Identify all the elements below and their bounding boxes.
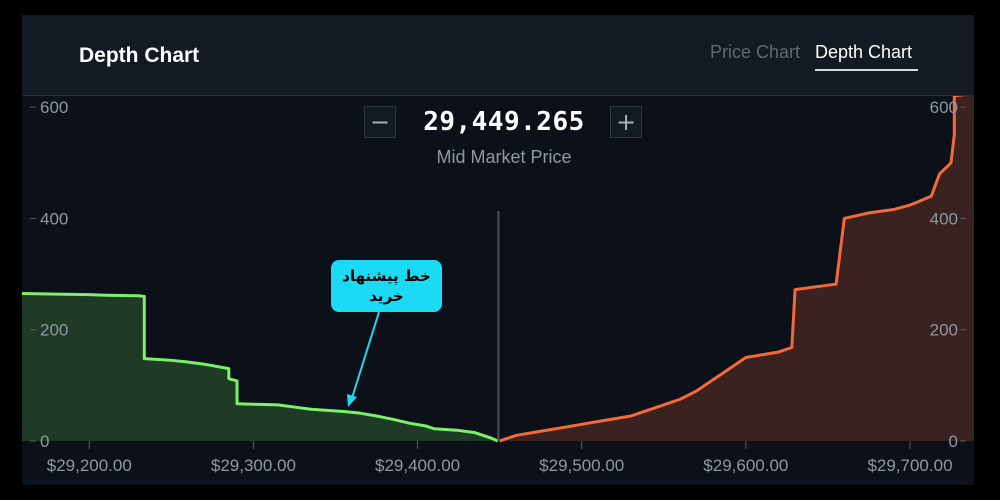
- x-tick-label-29400: $29,400.00: [375, 456, 460, 475]
- callout-arrow-head: [347, 394, 357, 407]
- y-tick-label-left-400: 400: [40, 209, 68, 228]
- x-tick-label-29700: $29,700.00: [867, 456, 952, 475]
- mid-market-price: 29,449.265: [423, 107, 585, 137]
- y-tick-label-right-400: 400: [930, 209, 958, 228]
- bid-line-callout: خط پیشنهاد خرید: [331, 260, 442, 312]
- mid-market-box: 29,449.265 − + Mid Market Price: [362, 105, 646, 175]
- x-tick-label-29200: $29,200.00: [47, 456, 132, 475]
- y-tick-label-left-200: 200: [40, 321, 68, 340]
- callout-text: خط پیشنهاد خرید: [342, 267, 431, 305]
- tab-price-chart[interactable]: Price Chart: [710, 42, 801, 62]
- x-tick-label-29600: $29,600.00: [703, 456, 788, 475]
- x-tick-label-29300: $29,300.00: [211, 456, 296, 475]
- x-tick-label-29500: $29,500.00: [539, 456, 624, 475]
- mid-market-label: Mid Market Price: [436, 147, 572, 167]
- zoom-out-button[interactable]: −: [364, 106, 396, 138]
- bid-depth-line: [22, 292, 499, 443]
- page-title: Depth Chart: [79, 44, 200, 67]
- callout-arrow-line: [351, 311, 380, 399]
- y-tick-label-left-0: 0: [40, 432, 49, 451]
- depth-chart-svg: 0 0 200 200 400 400 600 600 $29,200.00 $29,300.00…: [22, 96, 974, 475]
- y-tick-label-right-200: 200: [930, 321, 958, 340]
- ask-depth-line: [499, 96, 966, 443]
- chart-area: 0 0 200 200 400 400 600 600 $29,200.00 $29,300.00…: [22, 96, 974, 485]
- depth-chart-panel: Depth Chart Price Chart Depth Chart 0 0 20…: [22, 15, 974, 485]
- zoom-in-button[interactable]: +: [610, 106, 642, 138]
- ask-depth-area: [499, 96, 974, 441]
- y-tick-label-right-0: 0: [949, 432, 958, 451]
- y-tick-label-right-600: 600: [930, 98, 958, 117]
- panel-header: Depth Chart Price Chart Depth Chart: [22, 15, 974, 96]
- y-tick-label-left-600: 600: [40, 98, 68, 117]
- bid-depth-area: [22, 293, 498, 441]
- tab-depth-chart[interactable]: Depth Chart: [815, 42, 919, 71]
